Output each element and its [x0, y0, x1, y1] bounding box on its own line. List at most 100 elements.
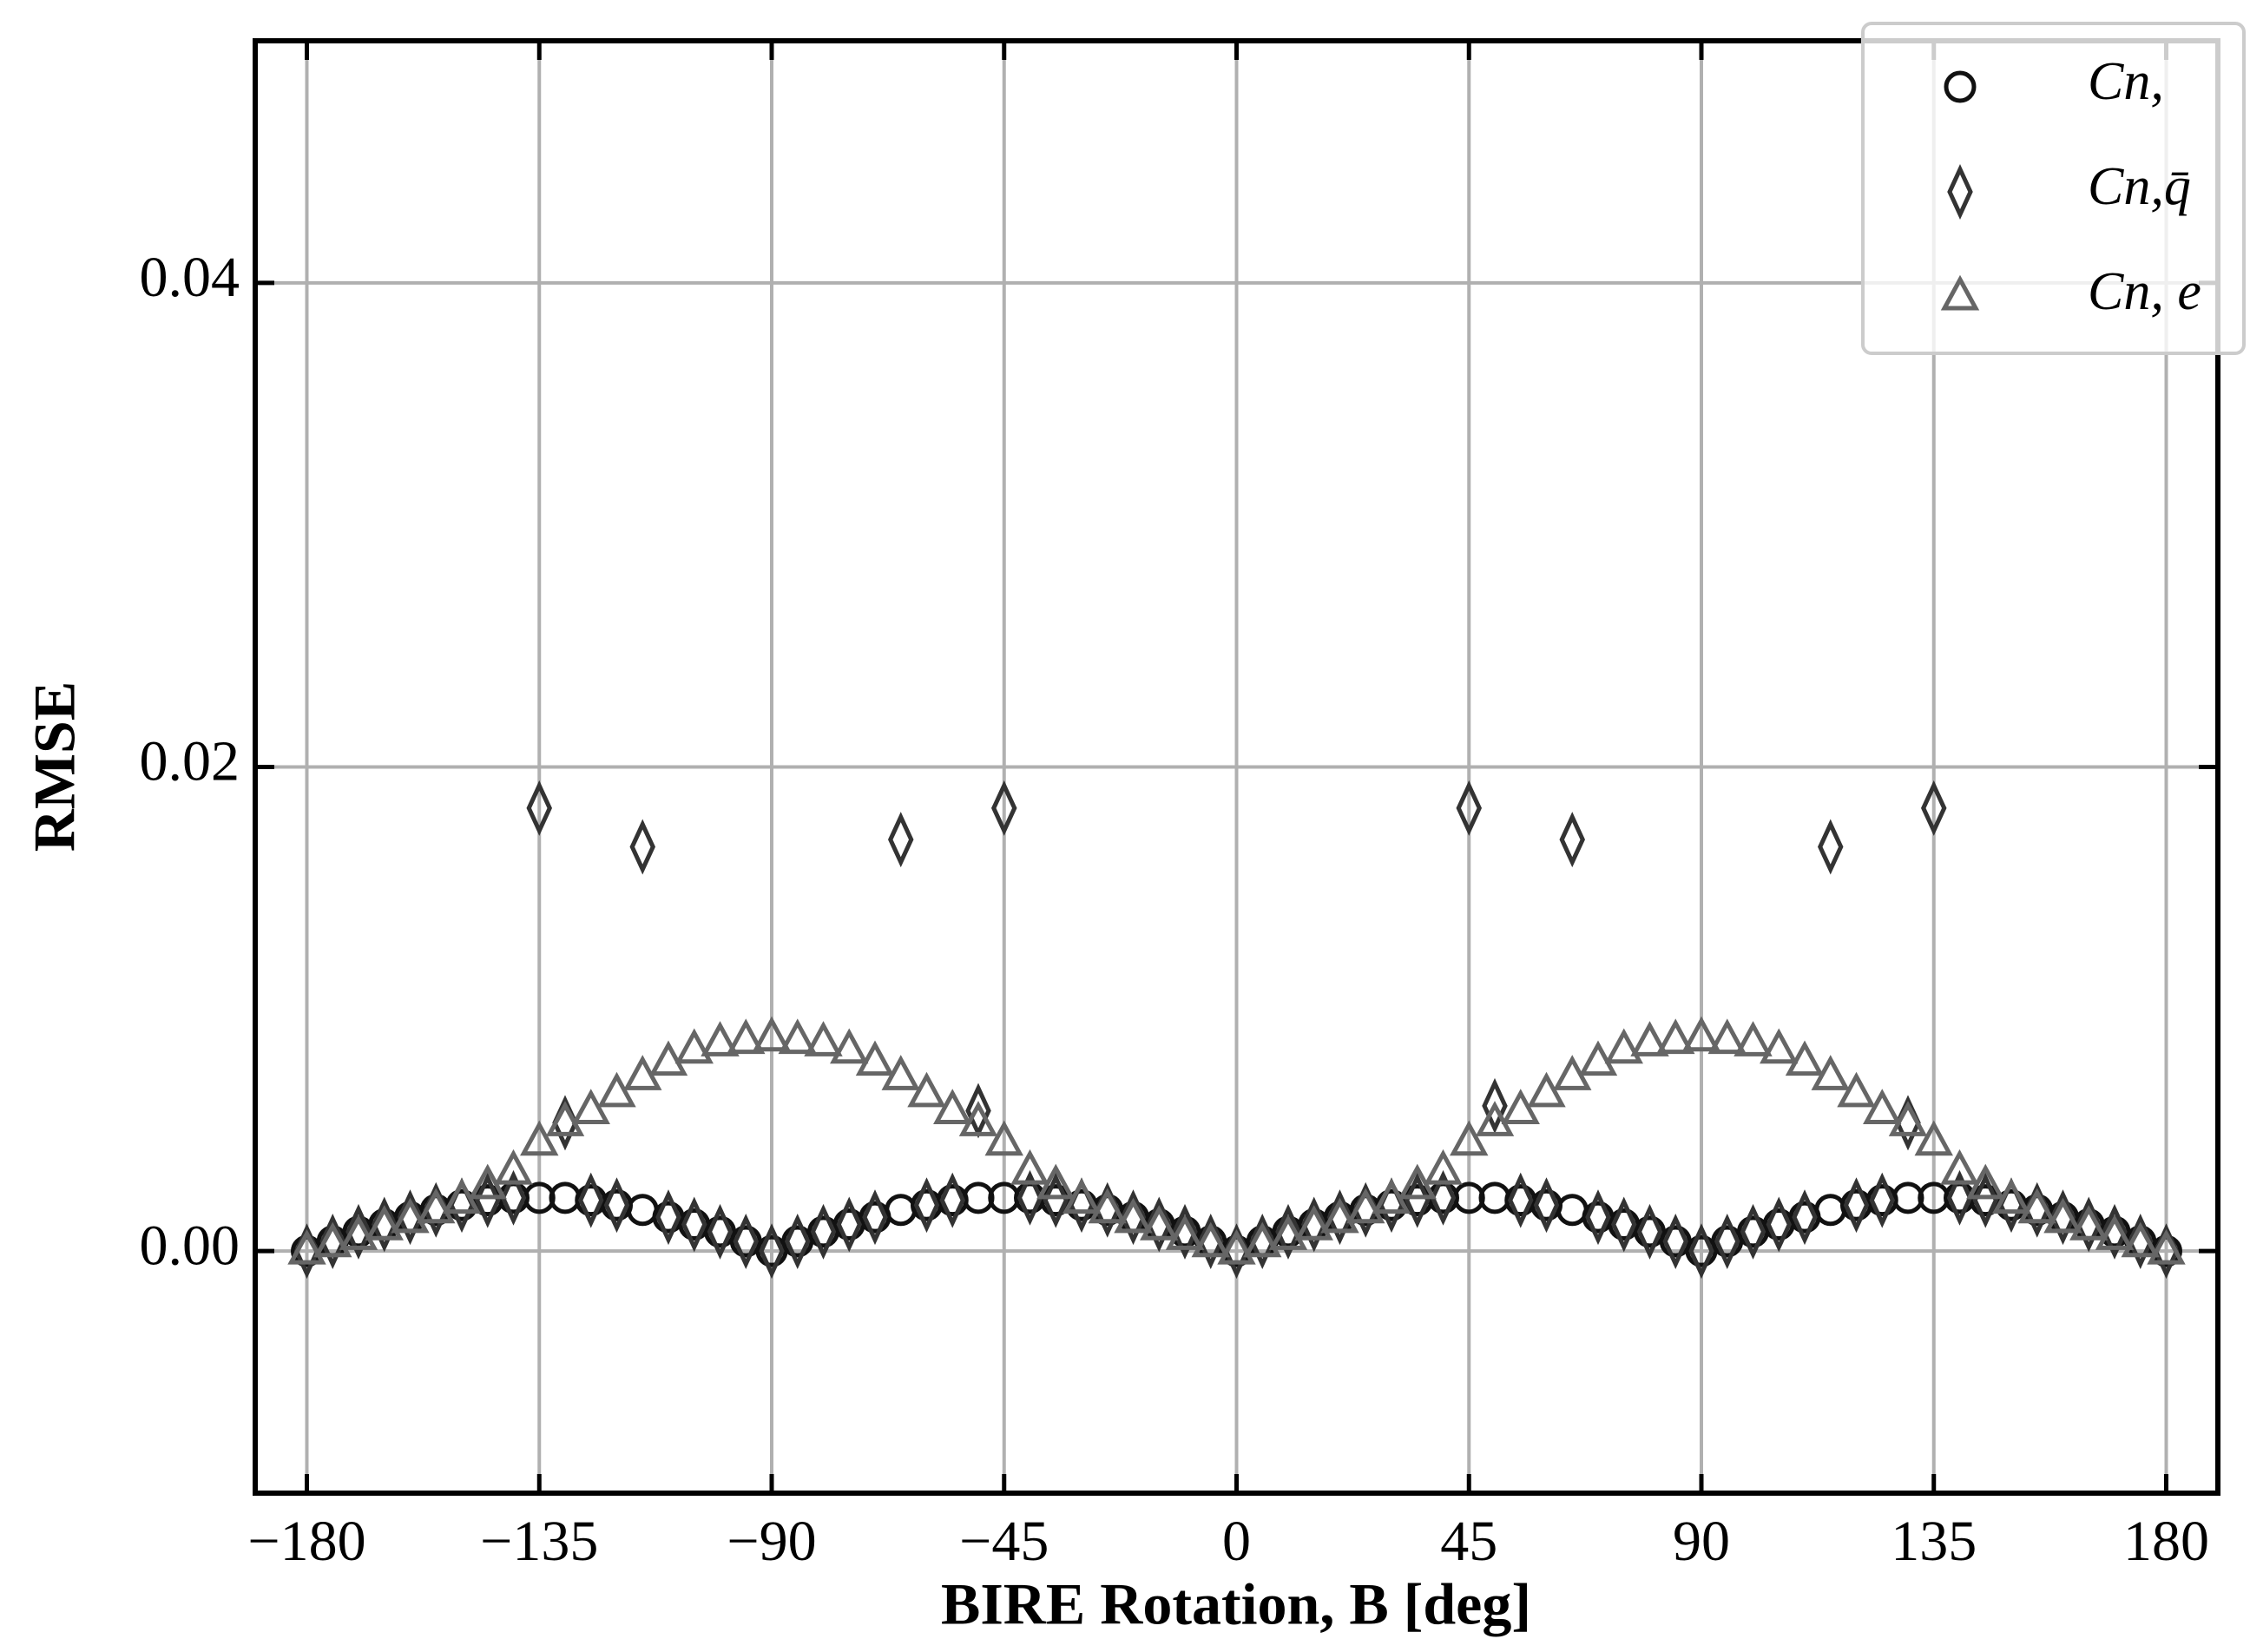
data-point	[371, 1196, 398, 1253]
data-point	[962, 1181, 995, 1214]
data-point	[1734, 1021, 1773, 1056]
data-point	[1533, 1177, 1560, 1234]
x-tick-label: −90	[727, 1510, 816, 1573]
data-point	[1088, 1188, 1127, 1224]
x-axis-label: BIRE Rotation, B [deg]	[941, 1571, 1531, 1637]
data-point	[648, 1040, 688, 1076]
data-point	[836, 1196, 863, 1253]
data-point	[1556, 1194, 1589, 1227]
data-point	[1424, 1149, 1463, 1185]
data-point	[655, 1189, 681, 1246]
legend-marker	[1940, 274, 1980, 311]
data-point	[2049, 1189, 2076, 1246]
data-point	[759, 1223, 785, 1280]
data-point	[830, 1028, 869, 1064]
legend-marker	[1947, 164, 1973, 220]
data-point	[701, 1021, 740, 1056]
data-point	[855, 1040, 895, 1076]
data-point	[913, 1177, 940, 1234]
data-point	[2076, 1196, 2102, 1253]
data-point	[313, 1221, 352, 1258]
data-point	[784, 1214, 811, 1269]
data-point	[1946, 1169, 1973, 1226]
data-point	[1972, 1172, 1999, 1228]
data-point	[1300, 1196, 1327, 1253]
data-point	[1814, 1194, 1847, 1227]
data-point	[1010, 1149, 1049, 1185]
data-point	[577, 1172, 604, 1228]
data-point	[287, 1228, 326, 1265]
data-point	[1450, 1120, 1489, 1156]
data-point	[1191, 1221, 1230, 1258]
x-tick-label: 90	[1673, 1510, 1730, 1573]
data-point	[1662, 1214, 1689, 1269]
x-tick-label: 180	[2123, 1510, 2209, 1573]
data-point	[984, 1120, 1023, 1156]
data-point	[1578, 1040, 1618, 1076]
legend-label: Cn,	[2088, 52, 2164, 111]
data-point	[1843, 1177, 1870, 1234]
data-point	[571, 1089, 610, 1124]
data-point	[1501, 1089, 1540, 1124]
data-point	[1785, 1040, 1825, 1076]
data-point	[1604, 1028, 1643, 1064]
data-point	[1656, 1018, 1695, 1055]
y-axis-label: RMSE	[22, 681, 88, 852]
data-point	[1940, 1149, 1979, 1185]
data-point	[1914, 1120, 1953, 1156]
data-point	[2121, 1221, 2160, 1258]
data-point	[1760, 1028, 1799, 1064]
data-point	[727, 1018, 766, 1055]
data-point	[1869, 1172, 1896, 1228]
data-point	[1249, 1214, 1276, 1269]
data-point	[1766, 1196, 1793, 1253]
data-point	[674, 1028, 714, 1064]
data-point	[1688, 1223, 1714, 1280]
data-point	[391, 1197, 430, 1234]
data-point	[494, 1149, 533, 1185]
data-point	[1630, 1021, 1669, 1056]
data-point	[1482, 1077, 1508, 1134]
data-point	[1120, 1189, 1147, 1246]
data-point	[319, 1214, 346, 1269]
data-point	[1197, 1214, 1224, 1269]
x-tick-label: 135	[1891, 1510, 1977, 1573]
data-point	[1837, 1071, 1876, 1108]
data-point	[474, 1172, 501, 1228]
data-point	[1114, 1197, 1153, 1234]
data-point	[1585, 1189, 1611, 1246]
data-point	[526, 780, 553, 836]
data-point	[1172, 1203, 1198, 1260]
data-point	[1036, 1163, 1076, 1200]
data-point	[2147, 1228, 2186, 1265]
data-point	[603, 1177, 630, 1234]
data-point	[778, 1018, 817, 1055]
data-point	[810, 1203, 837, 1260]
data-point	[1430, 1169, 1457, 1226]
y-tick-label: 0.00	[140, 1214, 240, 1277]
data-point	[397, 1189, 424, 1246]
data-point	[1043, 1172, 1069, 1228]
data-point	[1456, 780, 1483, 836]
data-point	[1559, 812, 1586, 868]
legend-box	[1861, 22, 2246, 355]
data-point	[2102, 1203, 2128, 1260]
data-point	[752, 1016, 792, 1052]
data-point	[1792, 1189, 1818, 1246]
x-tick-label: 0	[1222, 1510, 1251, 1573]
data-point	[1636, 1203, 1663, 1260]
data-point	[1346, 1188, 1385, 1224]
x-tick-label: −135	[480, 1510, 598, 1573]
data-point	[1165, 1214, 1205, 1250]
data-point	[1217, 1228, 1256, 1265]
data-point	[1811, 1055, 1850, 1090]
data-point	[933, 1089, 972, 1124]
data-point	[681, 1196, 707, 1253]
data-point	[1966, 1163, 2005, 1200]
data-point	[1888, 1101, 1928, 1136]
data-point	[2017, 1188, 2056, 1224]
data-point	[1707, 1018, 1747, 1055]
legend-marker	[1944, 70, 1977, 103]
